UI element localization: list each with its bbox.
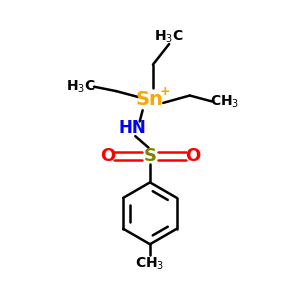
Text: O: O [100,147,115,165]
Text: CH$_3$: CH$_3$ [210,93,240,110]
Text: Sn: Sn [136,90,164,110]
Text: H$_3$C: H$_3$C [66,79,96,95]
Text: HN: HN [118,119,146,137]
Text: +: + [160,85,171,98]
Text: S: S [143,147,157,165]
Text: H$_3$C: H$_3$C [154,28,184,45]
Text: O: O [185,147,200,165]
Text: CH$_3$: CH$_3$ [135,255,165,272]
